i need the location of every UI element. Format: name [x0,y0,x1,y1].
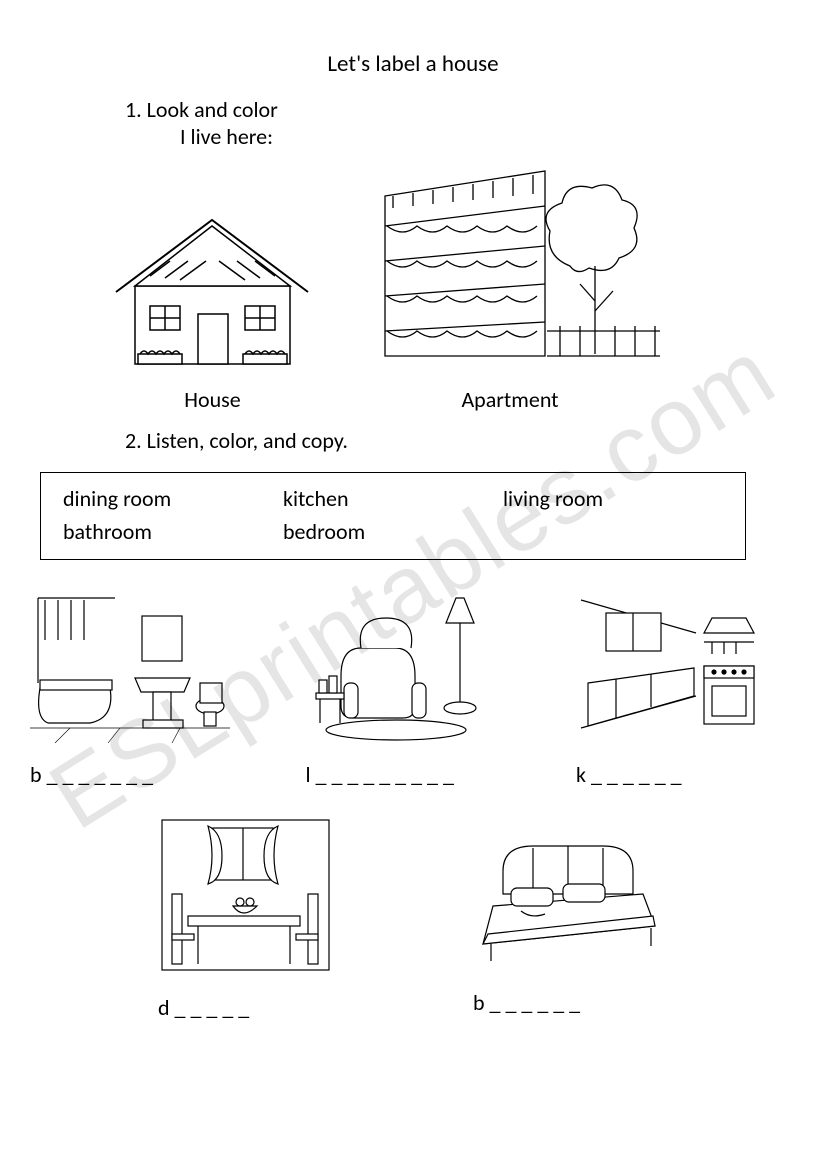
room-blank[interactable]: d _ _ _ _ _ [158,994,333,1021]
rooms-row-1: b _ _ _ _ _ _ _ [30,588,766,788]
room-blank[interactable]: b _ _ _ _ _ _ [473,989,668,1016]
question-1-text: 1. Look and color [125,96,756,123]
word-item: bedroom [283,518,503,545]
house-options-row: House [110,156,756,413]
option-apartment: Apartment [355,156,665,413]
house-label: House [110,386,315,413]
house-icon [110,206,315,376]
kitchen-icon [576,588,766,743]
word-item: dining room [63,485,283,512]
word-box: dining room kitchen living room bathroom… [40,472,746,560]
room-blank[interactable]: l _ _ _ _ _ _ _ _ _ [306,761,501,788]
question-1-subtitle: I live here: [180,123,756,150]
worksheet-title: Let's label a house [70,50,756,78]
room-diningroom: d _ _ _ _ _ [158,816,333,1021]
question-2-text: 2. Listen, color, and copy. [125,427,756,454]
room-blank[interactable]: k _ _ _ _ _ _ [576,761,766,788]
room-bathroom: b _ _ _ _ _ _ _ [30,588,230,788]
room-livingroom: l _ _ _ _ _ _ _ _ _ [306,588,501,788]
livingroom-icon [306,588,501,743]
bedroom-icon [473,816,668,971]
rooms-row-2: d _ _ _ _ _ [70,816,756,1021]
word-item: kitchen [283,485,503,512]
room-bedroom: b _ _ _ _ _ _ [473,816,668,1021]
apartment-icon [355,156,665,376]
room-blank[interactable]: b _ _ _ _ _ _ _ [30,761,230,788]
room-kitchen: k _ _ _ _ _ _ [576,588,766,788]
word-item: living room [503,485,723,512]
apartment-label: Apartment [355,386,665,413]
option-house: House [110,206,315,413]
bathroom-icon [30,588,230,743]
diningroom-icon [158,816,333,976]
word-item: bathroom [63,518,283,545]
